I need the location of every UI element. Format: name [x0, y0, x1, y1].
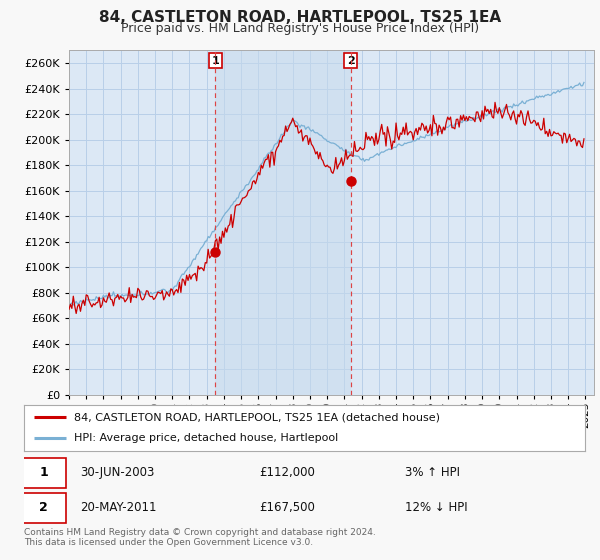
FancyBboxPatch shape: [21, 458, 66, 488]
Text: 2: 2: [347, 55, 355, 66]
Text: 84, CASTLETON ROAD, HARTLEPOOL, TS25 1EA (detached house): 84, CASTLETON ROAD, HARTLEPOOL, TS25 1EA…: [74, 412, 440, 422]
Text: 84, CASTLETON ROAD, HARTLEPOOL, TS25 1EA: 84, CASTLETON ROAD, HARTLEPOOL, TS25 1EA: [99, 10, 501, 25]
Text: 12% ↓ HPI: 12% ↓ HPI: [406, 501, 468, 515]
Text: £112,000: £112,000: [260, 466, 316, 479]
Text: Price paid vs. HM Land Registry's House Price Index (HPI): Price paid vs. HM Land Registry's House …: [121, 22, 479, 35]
Text: 3% ↑ HPI: 3% ↑ HPI: [406, 466, 460, 479]
Text: HPI: Average price, detached house, Hartlepool: HPI: Average price, detached house, Hart…: [74, 433, 339, 444]
Text: 1: 1: [211, 55, 219, 66]
Text: 30-JUN-2003: 30-JUN-2003: [80, 466, 154, 479]
Text: 2: 2: [39, 501, 48, 515]
Text: 20-MAY-2011: 20-MAY-2011: [80, 501, 157, 515]
Text: £167,500: £167,500: [260, 501, 316, 515]
Bar: [215, 50, 351, 395]
Text: 1: 1: [39, 466, 48, 479]
Text: Contains HM Land Registry data © Crown copyright and database right 2024.
This d: Contains HM Land Registry data © Crown c…: [24, 528, 376, 548]
FancyBboxPatch shape: [21, 493, 66, 523]
